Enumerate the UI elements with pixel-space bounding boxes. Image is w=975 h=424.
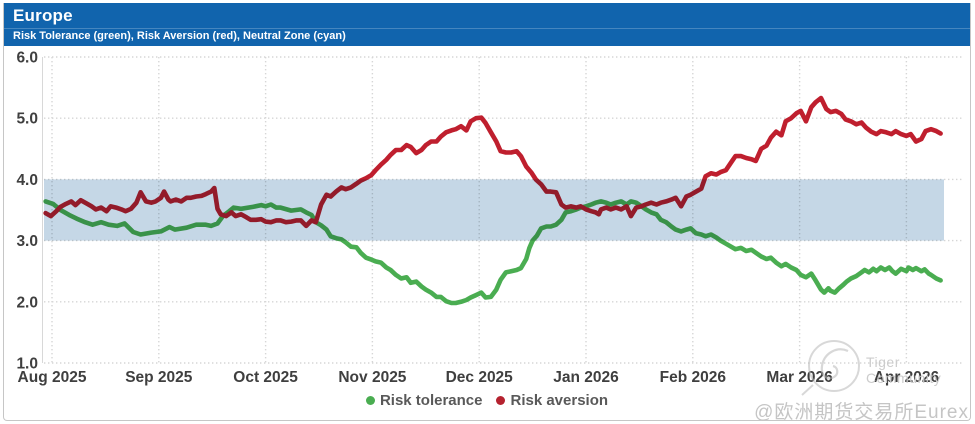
y-tick-label: 6.0 xyxy=(16,50,38,67)
x-tick-label: Aug 2025 xyxy=(18,369,87,386)
chart-header: Europe Risk Tolerance (green), Risk Aver… xyxy=(4,3,970,46)
chart-subtitle: Risk Tolerance (green), Risk Aversion (r… xyxy=(13,30,346,42)
y-tick-label: 2.0 xyxy=(16,294,38,311)
chart-widget: Europe Risk Tolerance (green), Risk Aver… xyxy=(3,3,971,423)
x-tick-label: Jan 2026 xyxy=(553,369,619,386)
x-tick-label: Sep 2025 xyxy=(125,369,193,386)
legend-dot xyxy=(365,396,375,405)
x-tick-label: Oct 2025 xyxy=(233,369,298,386)
y-tick-label: 5.0 xyxy=(16,111,38,128)
y-tick-label: 4.0 xyxy=(16,172,38,189)
y-tick-label: 1.0 xyxy=(16,356,38,373)
legend-dot xyxy=(496,396,506,405)
legend-item-risk-aversion: Risk aversion xyxy=(496,392,608,409)
x-tick-label: Feb 2026 xyxy=(660,369,727,386)
x-tick-label: Apr 2026 xyxy=(874,369,940,386)
chart-legend: Risk tolerance Risk aversion xyxy=(4,392,970,409)
legend-label: Risk tolerance xyxy=(379,392,483,409)
x-tick-label: Nov 2025 xyxy=(338,369,406,386)
header-divider xyxy=(4,28,970,29)
x-tick-label: Dec 2025 xyxy=(446,369,514,386)
x-tick-label: Mar 2026 xyxy=(766,369,833,386)
legend-label: Risk aversion xyxy=(510,392,609,409)
y-tick-label: 3.0 xyxy=(16,233,38,250)
page-title: Europe xyxy=(13,6,73,25)
neutral-zone-band xyxy=(44,179,944,241)
legend-item-risk-tolerance: Risk tolerance xyxy=(365,392,483,409)
